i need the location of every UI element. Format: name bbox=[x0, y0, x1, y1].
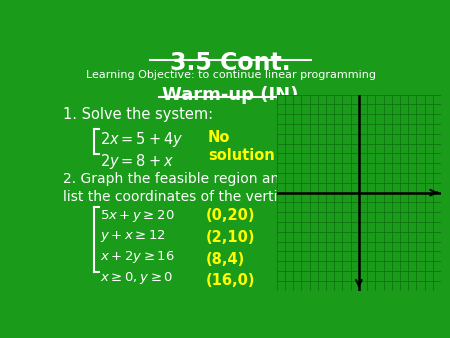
Text: $x \geq 0, y \geq 0$: $x \geq 0, y \geq 0$ bbox=[100, 270, 173, 286]
Text: No
solution: No solution bbox=[208, 130, 274, 163]
Text: $2x = 5 + 4y$: $2x = 5 + 4y$ bbox=[100, 130, 183, 149]
Text: 2. Graph the feasible region and
list the coordinates of the vertices: 2. Graph the feasible region and list th… bbox=[63, 172, 301, 204]
Text: Warm-up (IN): Warm-up (IN) bbox=[162, 86, 299, 104]
Text: 3.5 Cont.: 3.5 Cont. bbox=[170, 51, 291, 75]
Text: $x + 2y \geq 16$: $x + 2y \geq 16$ bbox=[100, 249, 175, 265]
Text: $y + x \geq 12$: $y + x \geq 12$ bbox=[100, 228, 166, 244]
Text: $2y = 8 + x$: $2y = 8 + x$ bbox=[100, 152, 174, 171]
Text: 1. Solve the system:: 1. Solve the system: bbox=[63, 107, 213, 122]
Text: $5x + y \geq 20$: $5x + y \geq 20$ bbox=[100, 209, 175, 224]
Text: (0,20)
(2,10)
(8,4)
(16,0): (0,20) (2,10) (8,4) (16,0) bbox=[206, 209, 256, 288]
Text: Learning Objective: to continue linear programming: Learning Objective: to continue linear p… bbox=[86, 71, 376, 80]
